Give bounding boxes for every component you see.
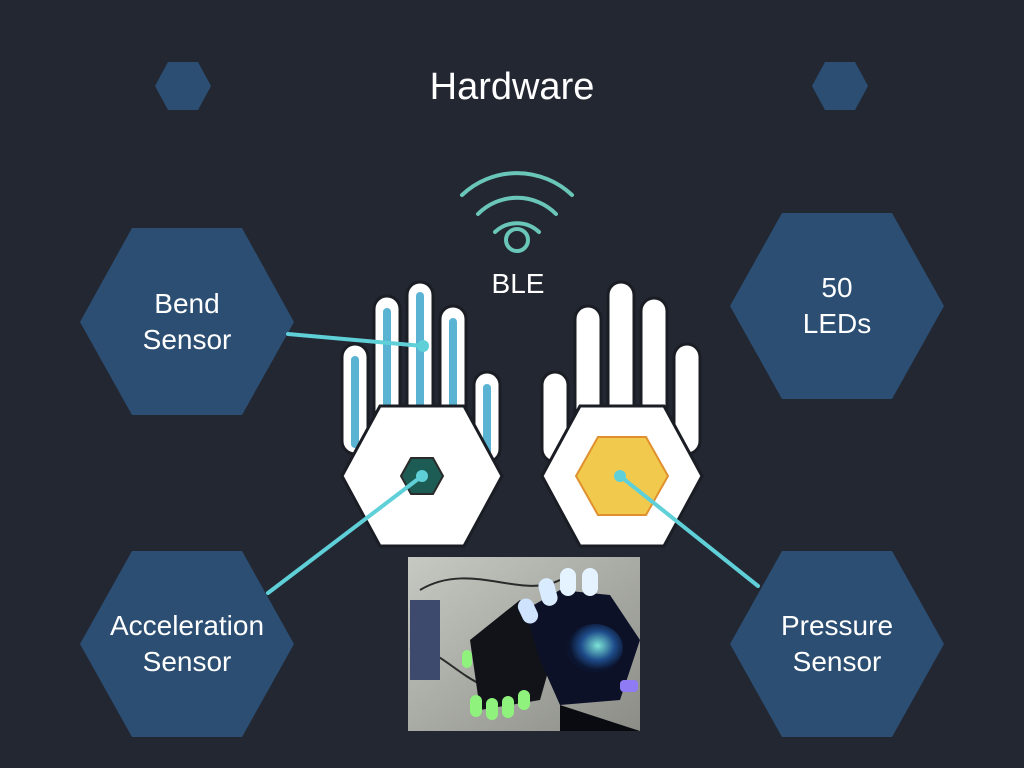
glove-prototype-photo — [408, 557, 640, 731]
pressure-sensor-label-line2: Sensor — [792, 646, 882, 677]
leds-label-line1: 50 — [821, 272, 853, 303]
acceleration-sensor-hexagon — [80, 551, 294, 737]
decorative-hexagon-left — [155, 62, 211, 110]
decorative-hexagon-right — [812, 62, 868, 110]
bend-connector — [286, 332, 425, 348]
pressure-connector — [618, 474, 760, 588]
connector-lines — [266, 332, 760, 595]
bend-sensor-label-line2: Sensor — [142, 324, 232, 355]
leds-hexagon — [730, 213, 944, 399]
right-glove-icon — [540, 280, 704, 548]
wifi-icon — [460, 171, 574, 253]
acceleration-sensor-label-line1: Acceleration — [109, 610, 265, 641]
acceleration-sensor-label-line2: Sensor — [142, 646, 232, 677]
acceleration-connector-dot — [416, 470, 428, 482]
bend-sensor-label-line1: Bend — [154, 288, 220, 319]
acceleration-sensor-label: Acceleration Sensor — [77, 608, 297, 680]
pressure-sensor-hexagon — [730, 551, 944, 737]
leds-label: 50 LEDs — [727, 270, 947, 342]
leds-label-line2: LEDs — [802, 308, 872, 339]
slide-title: Hardware — [429, 66, 595, 108]
ble-label: BLE — [491, 268, 545, 299]
left-glove-icon — [340, 280, 504, 548]
pressure-sensor-label: Pressure Sensor — [727, 608, 947, 680]
bend-sensor-label: Bend Sensor — [77, 286, 297, 358]
bend-sensor-hexagon — [80, 228, 294, 415]
pressure-sensor-label-line1: Pressure — [780, 610, 894, 641]
acceleration-connector — [266, 474, 424, 595]
pressure-connector-dot — [614, 470, 626, 482]
bend-connector-dot — [417, 340, 429, 352]
